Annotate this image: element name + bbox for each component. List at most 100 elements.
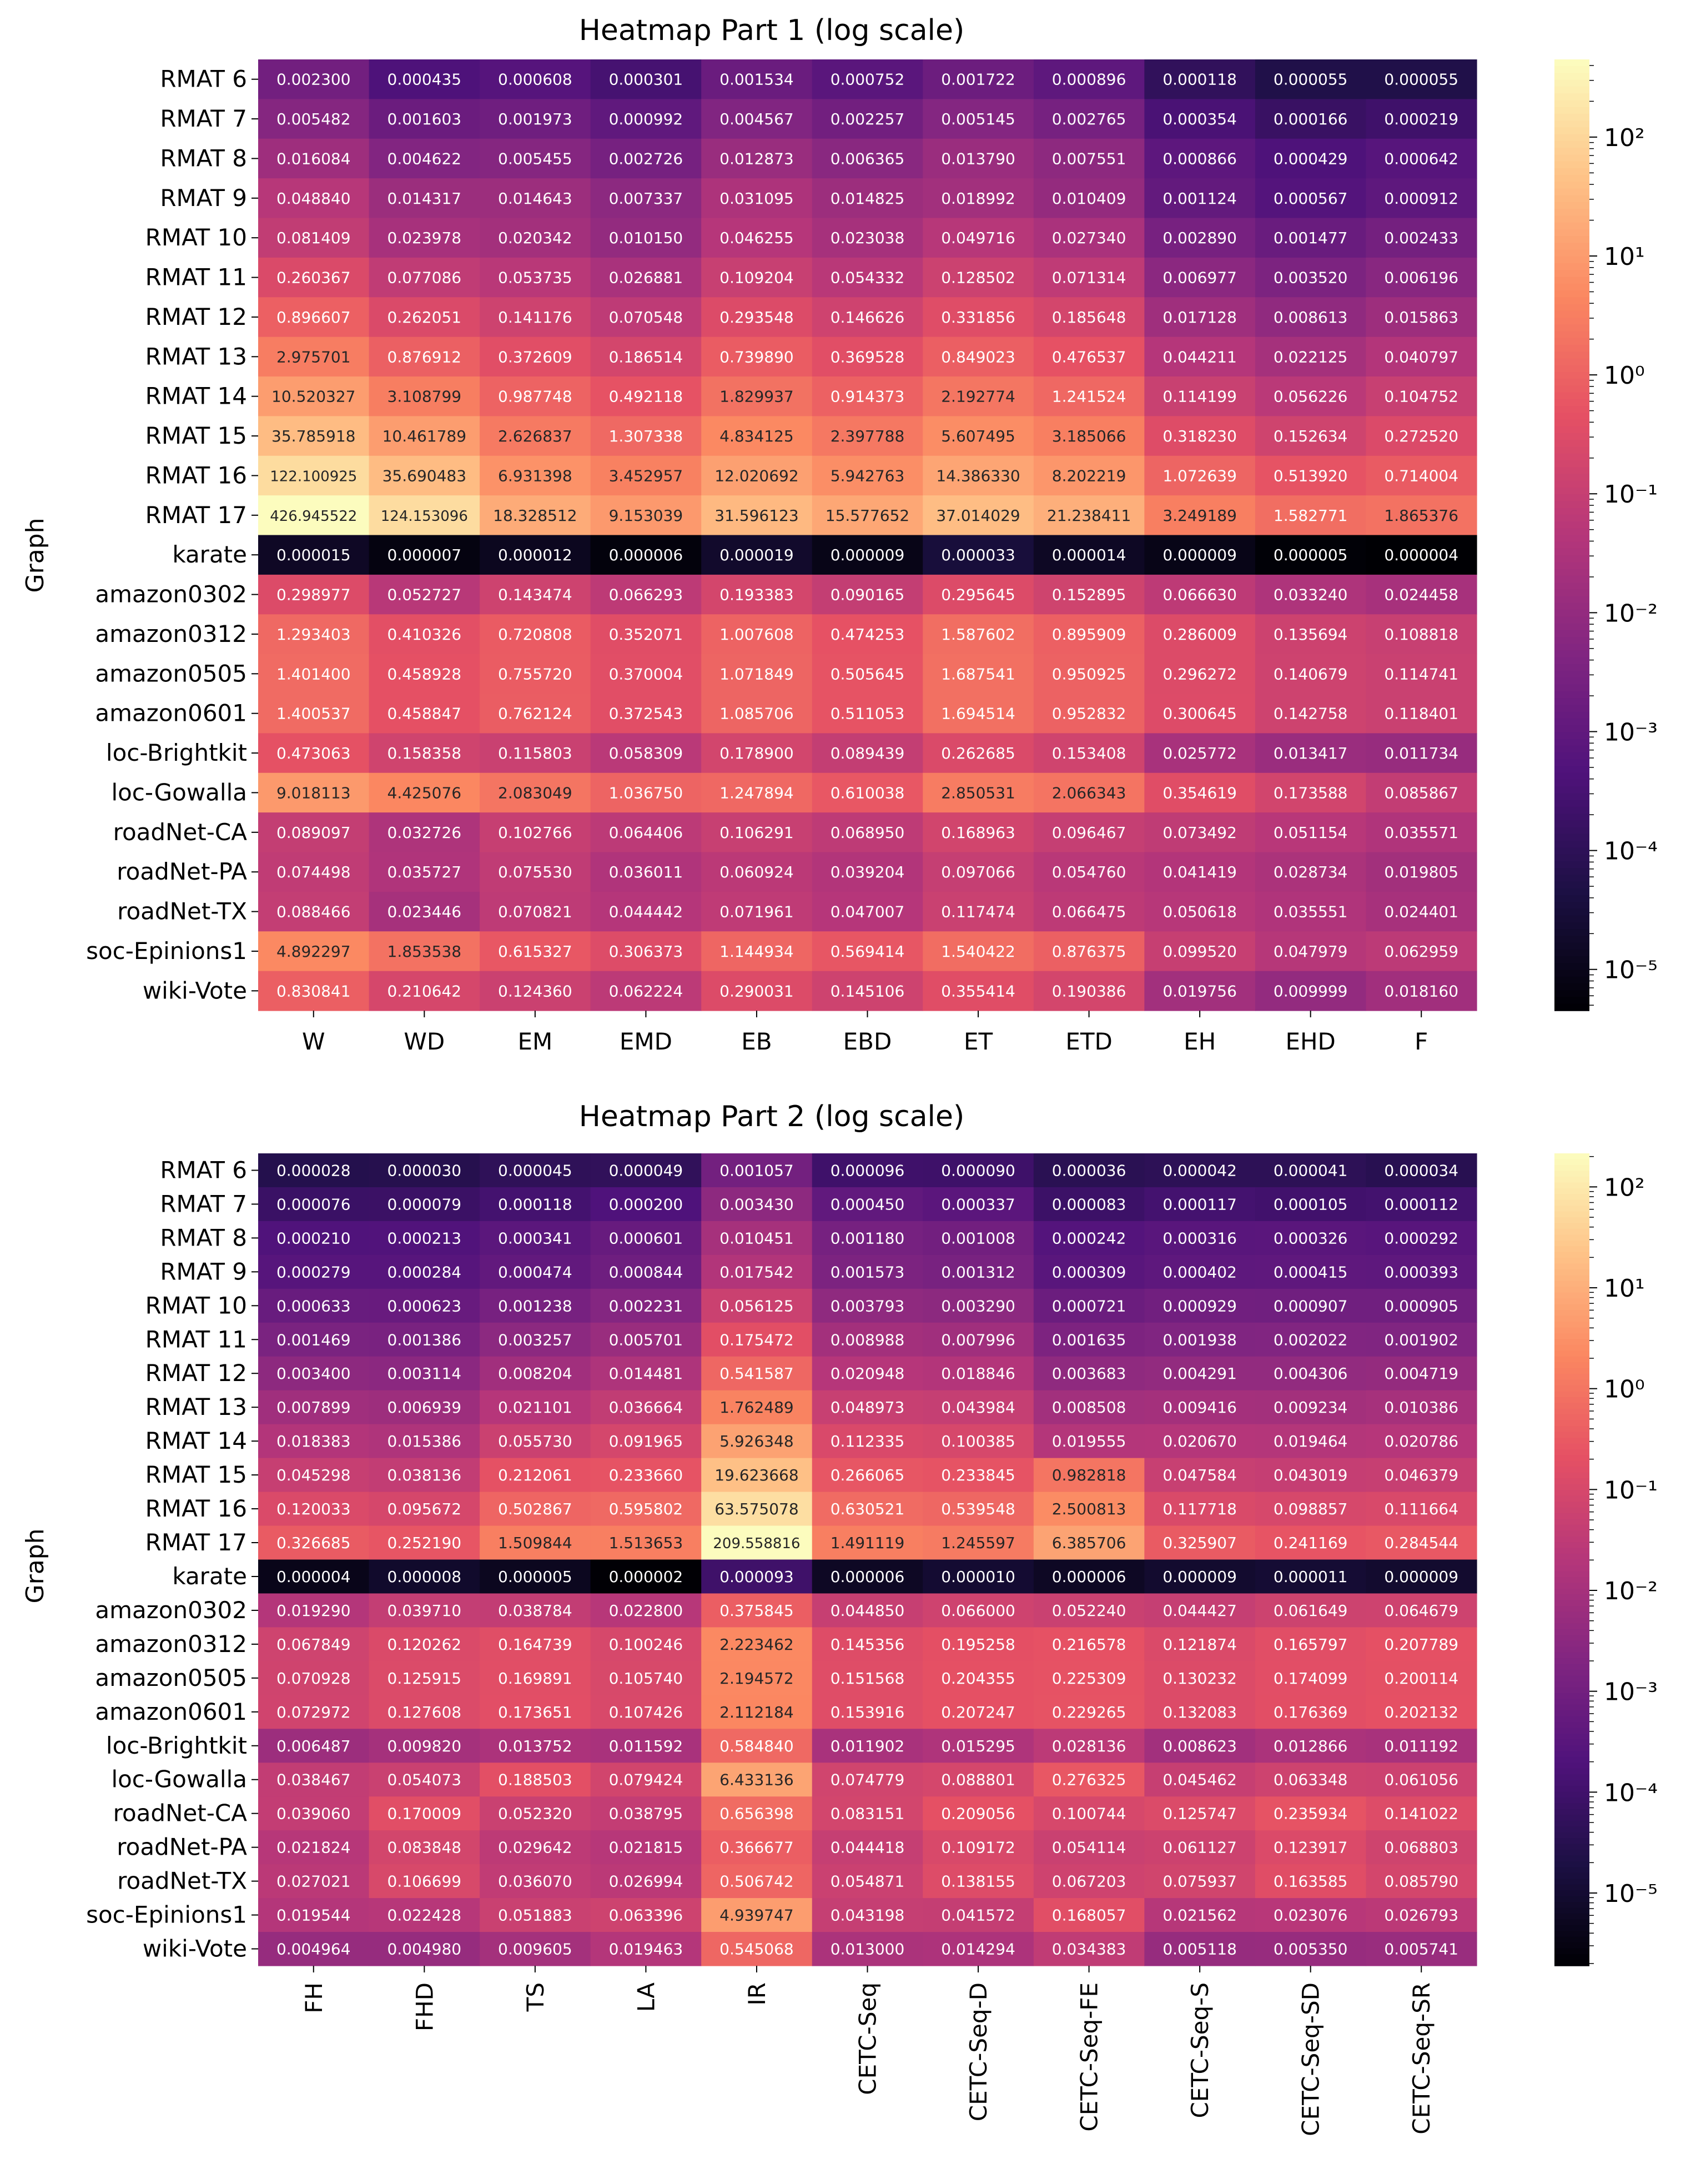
heatmap-1-cell	[1033, 138, 1145, 179]
heatmap-1-cell-value: 0.007551	[1052, 149, 1126, 168]
colorbar-2-segment	[1554, 1815, 1589, 1821]
heatmap-1-cell-value: 0.097066	[941, 863, 1015, 881]
colorbar-2-tick-label: 10¹	[1604, 1274, 1645, 1303]
row-label-rmat-14: RMAT 14	[145, 1427, 247, 1454]
heatmap-1-cell-value: 10.520327	[271, 388, 355, 406]
heatmap-1-cell	[1255, 218, 1367, 258]
row-label-rmat-14: RMAT 14	[145, 383, 247, 410]
heatmap-2-cell	[1366, 1187, 1477, 1222]
heatmap-2-cell	[812, 1322, 923, 1357]
colorbar-1-segment	[1554, 575, 1589, 583]
heatmap-1-cell	[369, 178, 480, 219]
heatmap-1-cell	[1144, 178, 1256, 219]
colorbar-1-tick-label: 10⁰	[1604, 362, 1645, 390]
heatmap-2-cell-value: 0.083151	[831, 1805, 905, 1823]
heatmap-2-cell-value: 0.015295	[941, 1737, 1015, 1755]
heatmap-1-cell-value: 0.300645	[1162, 705, 1237, 723]
heatmap-2-cell-value: 0.202132	[1384, 1703, 1458, 1721]
heatmap-1-cell	[701, 971, 813, 1011]
heatmap-2-cell-value: 0.252190	[387, 1534, 462, 1552]
heatmap-2-cell	[923, 1356, 1034, 1391]
colorbar-2-segment	[1554, 1931, 1589, 1937]
colorbar-1-segment	[1554, 671, 1589, 679]
heatmap-2-cell-value: 0.000006	[1052, 1568, 1126, 1586]
heatmap-2-cell	[1033, 1796, 1145, 1831]
heatmap-2-cell	[369, 1559, 480, 1594]
heatmap-1-cell	[923, 614, 1034, 655]
colorbar-2-segment	[1554, 1287, 1589, 1293]
heatmap-2-cell-value: 0.169891	[498, 1669, 572, 1688]
heatmap-1-cell-value: 0.739890	[719, 348, 794, 366]
colorbar-1-segment	[1554, 528, 1589, 536]
colorbar-1-segment	[1554, 827, 1589, 835]
heatmap-1-cell-value: 0.008613	[1274, 308, 1348, 327]
heatmap-1-cell	[1033, 337, 1145, 377]
heatmap-1-cell	[369, 297, 480, 338]
heatmap-1-cell	[590, 138, 702, 179]
heatmap-2-cell-value: 0.121874	[1162, 1635, 1237, 1654]
heatmap-1-cell-value: 0.458847	[387, 705, 462, 723]
heatmap-2-cell	[701, 1695, 813, 1729]
heatmap-2-cell-value: 0.141022	[1384, 1805, 1458, 1823]
heatmap-2-cell	[1366, 1932, 1477, 1966]
row-label-wiki-vote: wiki-Vote	[143, 977, 247, 1004]
heatmap-2-cell-value: 0.127608	[387, 1703, 462, 1721]
colorbar-2-segment	[1554, 1426, 1589, 1433]
row-label-roadnet-pa: roadNet-PA	[117, 1834, 247, 1861]
heatmap-2-cell-value: 0.541587	[719, 1364, 794, 1383]
heatmap-2-cell	[1144, 1153, 1256, 1188]
heatmap-1-cell-value: 0.000567	[1274, 189, 1348, 208]
heatmap-1-cell	[701, 257, 813, 298]
heatmap-2-cell	[1366, 1254, 1477, 1289]
heatmap-1-cell	[1033, 733, 1145, 774]
heatmap-2-cell-value: 0.000200	[609, 1195, 683, 1213]
colorbar-1-segment	[1554, 297, 1589, 305]
heatmap-1-cell	[369, 654, 480, 694]
heatmap-2-cell	[1255, 1559, 1367, 1594]
heatmap-1-cell-value: 0.140679	[1274, 665, 1348, 683]
heatmap-2-cell	[369, 1153, 480, 1188]
heatmap-2-cell	[590, 1356, 702, 1391]
heatmap-2-cell-value: 0.019555	[1052, 1432, 1126, 1450]
colorbar-2-segment	[1554, 1269, 1589, 1276]
heatmap-1-cell	[258, 535, 370, 575]
row-label-rmat-13: RMAT 13	[145, 1393, 247, 1420]
heatmap-1-cell	[258, 99, 370, 139]
heatmap-2-cell-value: 0.105740	[609, 1669, 683, 1688]
column-label-cetc-seq-s: CETC-Seq-S	[1186, 1982, 1214, 2118]
column-label-cetc-seq-fe: CETC-Seq-FE	[1076, 1982, 1103, 2132]
column-label-ir: IR	[743, 1982, 771, 2006]
heatmap-1-cell-value: 15.577652	[826, 506, 909, 525]
heatmap-2-cell-value: 0.216578	[1052, 1635, 1126, 1654]
heatmap-2-cell-value: 0.175472	[719, 1331, 794, 1349]
colorbar-1-segment	[1554, 820, 1589, 828]
heatmap-2-cell	[923, 1525, 1034, 1560]
heatmap-2-cell	[923, 1254, 1034, 1289]
heatmap-2-cell	[1255, 1356, 1367, 1391]
heatmap-2-cell	[1144, 1458, 1256, 1493]
heatmap-2-cell-value: 0.004719	[1384, 1364, 1458, 1383]
colorbar-2-segment	[1554, 1252, 1589, 1258]
heatmap-2-cell-value: 0.000041	[1274, 1161, 1348, 1179]
colorbar-2-segment	[1554, 1548, 1589, 1554]
heatmap-1-cell-value: 0.017128	[1162, 308, 1237, 327]
row-label-amazon0312: amazon0312	[95, 1630, 247, 1658]
heatmap-1-cell	[1255, 812, 1367, 853]
heatmap-1-cell-value: 0.006977	[1162, 269, 1237, 287]
heatmap-1-cell	[590, 99, 702, 139]
heatmap-2-cell	[480, 1492, 591, 1527]
row-label-rmat-15: RMAT 15	[145, 1461, 247, 1488]
heatmap-1-cell-value: 0.005455	[498, 149, 572, 168]
colorbar-2-segment	[1554, 1716, 1589, 1723]
heatmap-1-cell	[1144, 852, 1256, 892]
heatmap-1-cell-value: 0.849023	[941, 348, 1015, 366]
heatmap-1-cell-value: 0.186514	[609, 348, 683, 366]
heatmap-2-cell-value: 0.000210	[276, 1229, 351, 1247]
heatmap-2-cell	[590, 1796, 702, 1831]
heatmap-1-cell	[480, 535, 591, 575]
heatmap-1-cell-value: 0.950925	[1052, 665, 1126, 683]
heatmap-1-cell	[1144, 574, 1256, 615]
heatmap-1-cell-value: 0.505645	[831, 665, 905, 683]
colorbar-1-segment	[1554, 290, 1589, 298]
heatmap-1-cell	[1255, 178, 1367, 219]
